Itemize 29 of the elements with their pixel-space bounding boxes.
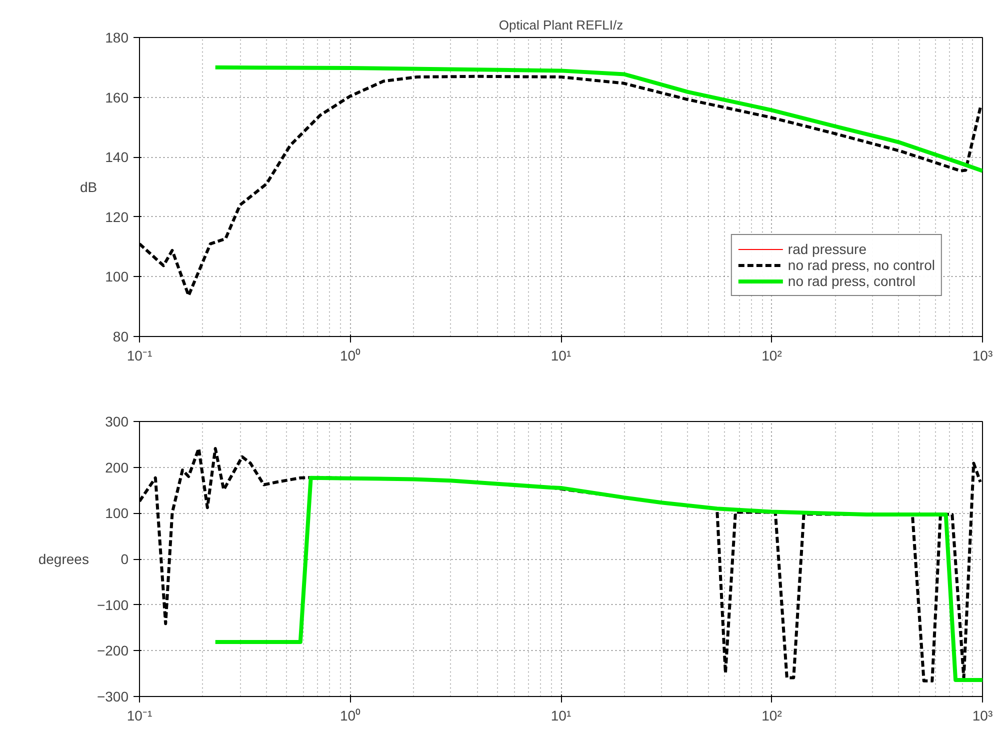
chart-title: Optical Plant REFLI/z xyxy=(498,18,624,32)
legend-label: no rad press, control xyxy=(788,273,916,289)
y-tick-label: −100 xyxy=(96,596,129,613)
x-tick-label: 10³ xyxy=(972,348,993,364)
y-tick-label: −300 xyxy=(96,688,129,704)
x-tick-label: 10⁻¹ xyxy=(126,348,152,364)
x-tick-label: 10⁻¹ xyxy=(126,708,152,724)
x-tick-label: 10³ xyxy=(972,708,993,724)
y-tick-label: 300 xyxy=(105,414,129,430)
y-tick-label: 80 xyxy=(112,328,129,344)
x-tick-label: 10² xyxy=(762,348,782,364)
x-tick-label: 10¹ xyxy=(550,708,572,724)
x-tick-label: 10¹ xyxy=(550,348,572,364)
y-tick-label: 160 xyxy=(105,89,129,106)
x-tick-label: 10⁰ xyxy=(340,348,361,364)
x-tick-label: 10⁰ xyxy=(340,708,361,724)
y-tick-label: 100 xyxy=(105,505,129,522)
y-tick-label: −200 xyxy=(96,642,129,659)
legend-label: rad pressure xyxy=(788,241,866,257)
y-tick-label: 180 xyxy=(105,30,129,46)
x-tick-label: 10² xyxy=(762,708,782,724)
y-tick-label: 100 xyxy=(105,268,129,285)
y-axis-title: degrees xyxy=(38,551,89,567)
y-tick-label: 120 xyxy=(105,208,129,225)
y-tick-label: 0 xyxy=(120,551,129,567)
legend-label: no rad press, no control xyxy=(788,257,935,273)
y-tick-label: 200 xyxy=(105,459,129,476)
y-axis-title: dB xyxy=(80,179,98,195)
y-tick-label: 140 xyxy=(105,149,129,166)
